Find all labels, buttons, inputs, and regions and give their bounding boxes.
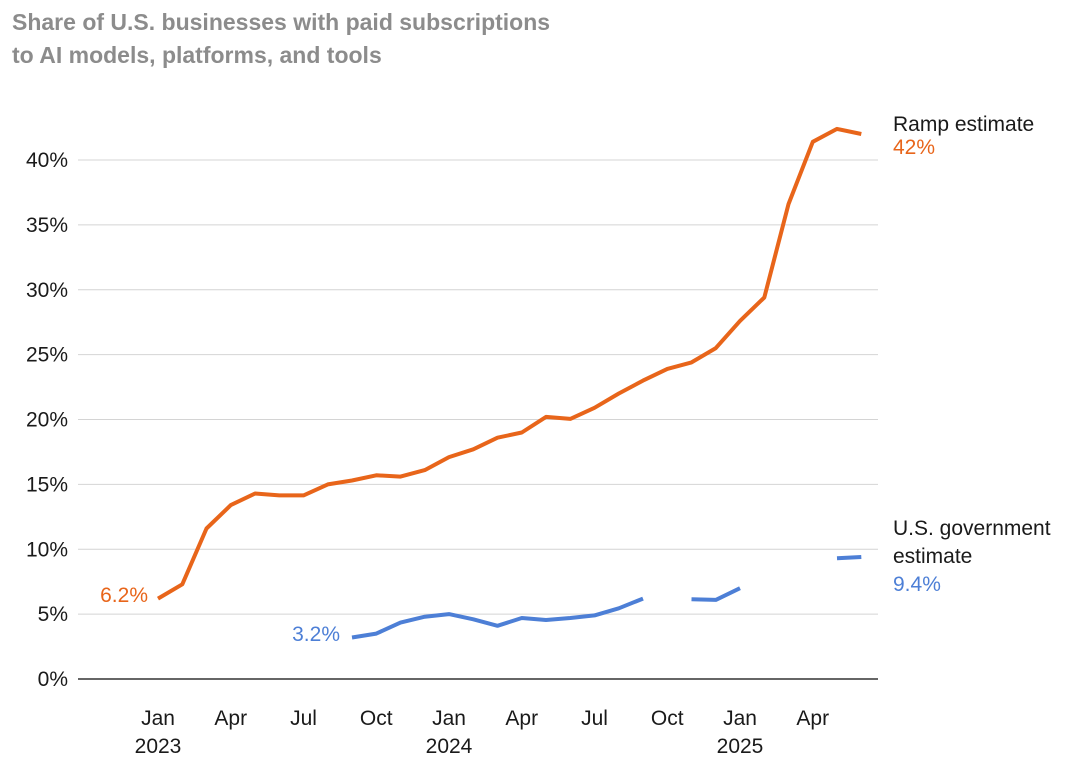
gov-start-value: 3.2%	[292, 623, 340, 646]
x-tick-label: Jul	[581, 707, 608, 730]
x-tick-label: Jul	[290, 707, 317, 730]
ramp-start-value: 6.2%	[100, 584, 148, 607]
chart-title-line-1: Share of U.S. businesses with paid subsc…	[12, 9, 551, 35]
gov-series-name-line-1: U.S. government	[893, 517, 1051, 540]
y-tick-label: 0%	[38, 668, 68, 691]
gov-end-value: 9.4%	[893, 573, 941, 596]
y-tick-label: 35%	[26, 214, 68, 237]
chart-title-line-2: to AI models, platforms, and tools	[12, 42, 382, 68]
gridlines	[78, 159, 878, 680]
x-tick-label: Jan	[723, 707, 757, 730]
ramp-estimate-line	[156, 126, 862, 601]
x-tick-label: Oct	[360, 707, 393, 730]
series-labels: Ramp estimate 42% 6.2% U.S. government e…	[100, 113, 1051, 646]
y-tick-label: 40%	[26, 149, 68, 172]
x-tick-label: Apr	[796, 707, 829, 730]
x-tick-year-label: 2023	[135, 735, 182, 758]
chart-title: Share of U.S. businesses with paid subsc…	[12, 6, 712, 72]
ramp-series-name: Ramp estimate	[893, 113, 1034, 136]
x-tick-label: Jan	[141, 707, 175, 730]
x-tick-label: Apr	[214, 707, 247, 730]
y-tick-label: 5%	[38, 603, 68, 626]
gov-series-name-line-2: estimate	[893, 545, 972, 568]
y-tick-label: 15%	[26, 473, 68, 496]
x-tick-label: Oct	[651, 707, 684, 730]
gov-estimate-line-segment-1	[351, 596, 644, 640]
x-axis-ticks: Jan 2023 Apr Jul Oct Jan 2024 Apr Jul Oct Jan 2025 A…	[135, 707, 829, 758]
x-tick-label: Apr	[505, 707, 538, 730]
gov-estimate-line-segment-3	[836, 555, 862, 561]
ramp-end-value: 42%	[893, 136, 935, 159]
y-tick-label: 30%	[26, 279, 68, 302]
y-axis-ticks: 0% 5% 10% 15% 20% 25% 30% 35% 40%	[26, 149, 68, 691]
gov-estimate-line-segment-2	[691, 586, 741, 602]
x-tick-year-label: 2024	[426, 735, 473, 758]
x-tick-label: Jan	[432, 707, 466, 730]
y-tick-label: 20%	[26, 409, 68, 432]
y-tick-label: 10%	[26, 538, 68, 561]
x-tick-year-label: 2025	[717, 735, 764, 758]
series-lines	[156, 126, 862, 640]
y-tick-label: 25%	[26, 344, 68, 367]
